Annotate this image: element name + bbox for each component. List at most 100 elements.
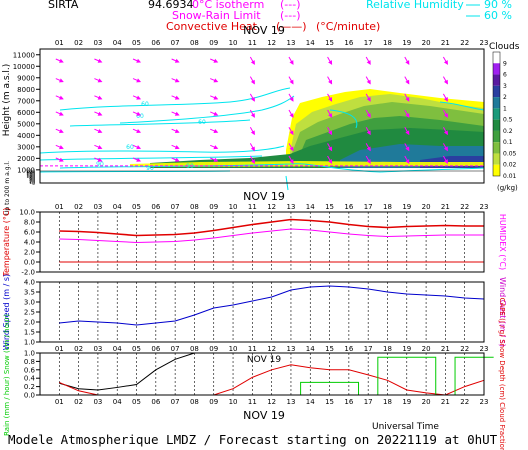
station-name: SIRTA xyxy=(48,0,79,11)
y-tick-label: 6.0 xyxy=(24,229,35,237)
legend-level-label: 1 xyxy=(503,105,507,112)
legend-level-label: 2 xyxy=(503,94,507,101)
wind-arrow-head xyxy=(366,130,371,136)
hour-tick-label: 18 xyxy=(383,398,392,406)
wind-arrow-head xyxy=(328,113,333,118)
wind-arrow-head xyxy=(328,146,333,152)
height-tick-label: 9000 xyxy=(17,74,35,82)
wind-arrow-head xyxy=(213,111,219,116)
rh-contour-label: 60 xyxy=(141,101,149,108)
hour-tick-label: 17 xyxy=(364,345,373,353)
precip-panel: 01 02 03 04 05 06 07 08 09 10 11 12 13 14 15 16 17 18 19 20… xyxy=(3,298,506,450)
cloud-panel: NOV 19 01 02 03 04 05 06 07 08 09 10 11 12 13 14 15 16 1… xyxy=(2,24,520,215)
wind-arrow-head xyxy=(136,145,142,150)
wind-arrow-head xyxy=(328,79,333,85)
y-tick-label: 1.5 xyxy=(24,329,35,337)
hour-tick-label: 04 xyxy=(113,203,122,211)
precip-ylabel: Rain (mm / hour) Snow (cm / hour) xyxy=(3,314,11,436)
wind-arrow-head xyxy=(59,58,64,63)
wind-panel: 1.0 1.5 2.0 2.5 3.0 3.5 4.0 Wind Speed (m / s)… xyxy=(2,274,507,350)
hour-tick-label: 19 xyxy=(402,345,411,353)
wind-arrow-head xyxy=(97,145,103,150)
series-line xyxy=(59,218,484,237)
clouds-legend-colorbar: 9 6 3 2 1 0.5 0.2 0.1 0.05 0.02 0.01 xyxy=(492,51,517,180)
height-tick-label: 2000 xyxy=(17,155,35,163)
legend-level-label: 0.2 xyxy=(503,128,513,135)
rh-contour-label: 90 xyxy=(186,163,194,170)
hour-tick-label: 14 xyxy=(306,398,315,406)
height-tick-label: 1000 xyxy=(17,166,35,174)
series-line xyxy=(59,228,484,244)
legend-swatch xyxy=(493,153,500,165)
wind-arrow-head xyxy=(289,97,294,102)
wind-arrow-head xyxy=(250,113,255,118)
legend-swatch xyxy=(493,63,500,75)
y-tick-label: 0.4 xyxy=(24,375,36,383)
wind-arrow-head xyxy=(289,60,294,65)
cloud-hour-labels-bottom: 01 02 03 04 05 06 07 08 09 10 11 12 13 14 15 16 17 18 19 20… xyxy=(55,203,489,211)
y-tick-label: 0.0 xyxy=(24,259,35,267)
low-height-tick-label: 120 xyxy=(26,173,35,179)
hour-tick-label: 01 xyxy=(55,39,64,47)
hour-tick-label: 05 xyxy=(132,398,141,406)
legend-level-label: 3 xyxy=(503,83,507,90)
legend-swatch xyxy=(493,119,500,131)
wind-arrow-head xyxy=(443,159,448,164)
legend-swatch xyxy=(493,164,500,176)
hour-tick-label: 02 xyxy=(74,345,83,353)
low-height-tick-label: 160 xyxy=(26,171,35,177)
hour-tick-label: 23 xyxy=(480,203,489,211)
legend-level-label: 0.01 xyxy=(503,173,517,180)
hour-tick-label: 08 xyxy=(190,345,199,353)
y-tick-label: 0.0 xyxy=(24,392,35,400)
hour-tick-label: 13 xyxy=(286,39,295,47)
hour-tick-label: 07 xyxy=(171,39,180,47)
snow-rain-legend-label: Snow-Rain Limit xyxy=(172,9,261,22)
wind-arrow-head xyxy=(405,97,410,102)
hour-tick-label: 12 xyxy=(267,398,276,406)
hour-tick-label: 13 xyxy=(286,398,295,406)
hour-tick-label: 06 xyxy=(151,398,160,406)
cloud-panel-date: NOV 19 xyxy=(243,24,285,37)
wind-arrow-head xyxy=(405,159,410,164)
hour-tick-label: 17 xyxy=(364,39,373,47)
wind-arrow-head xyxy=(328,97,333,102)
precip-hour-labels-bottom: 01 02 03 04 05 06 07 08 09 10 11 12 13 14 15 16 17 18 19 20… xyxy=(55,398,489,406)
wind-arrow-head xyxy=(97,111,103,116)
series-line xyxy=(59,285,485,326)
wind-arrow-head xyxy=(405,130,410,136)
hour-tick-label: 12 xyxy=(267,345,276,353)
wind-arrow-head xyxy=(328,159,333,164)
height-tick-label: 4000 xyxy=(17,132,35,140)
wind-arrow-head xyxy=(250,159,255,164)
hour-tick-label: 10 xyxy=(229,398,238,406)
legend-level-label: 0.1 xyxy=(503,139,513,146)
wind-arrow-head xyxy=(213,145,219,150)
isotherm-legend-label: 0°C isotherm xyxy=(192,0,264,11)
legend-swatch xyxy=(493,74,500,86)
rh-contour-label: 60 xyxy=(126,144,134,151)
hour-tick-label: 20 xyxy=(422,345,431,353)
precip-ylabel-right: CAPE (J / g) Snow Depth (cm) Cloud Fract… xyxy=(498,298,506,450)
hour-tick-label: 10 xyxy=(229,203,238,211)
hour-tick-label: 05 xyxy=(132,39,141,47)
hour-tick-label: 08 xyxy=(190,398,199,406)
hour-tick-label: 03 xyxy=(93,39,102,47)
hour-tick-label: 20 xyxy=(422,39,431,47)
hour-tick-label: 11 xyxy=(248,39,257,47)
hour-tick-label: 16 xyxy=(344,39,353,47)
low-height-tick-label: 60 xyxy=(29,176,35,182)
wind-arrow-head xyxy=(213,78,219,83)
wind-arrows xyxy=(55,56,448,164)
precip-hour-dashes xyxy=(59,353,465,395)
wind-arrow-head xyxy=(366,79,371,85)
wind-arrow-head xyxy=(59,111,64,116)
y-tick-label: 8.0 xyxy=(24,219,35,227)
convective-legend-unit: (°C/minute) xyxy=(316,20,380,33)
low-height-tick-label: 180 xyxy=(26,170,35,176)
hour-tick-label: 12 xyxy=(267,39,276,47)
wind-arrow-head xyxy=(289,159,294,164)
wind-ticks: 1.0 1.5 2.0 2.5 3.0 3.5 4.0 xyxy=(24,279,40,347)
y-tick-label: 0.2 xyxy=(24,383,35,391)
